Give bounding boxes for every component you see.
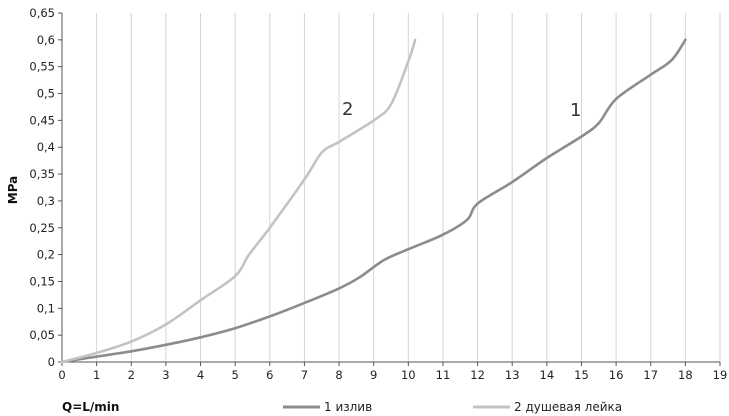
legend: 1 излив 2 душевая лейка bbox=[283, 400, 622, 414]
y-tick-label: 0,45 bbox=[29, 113, 55, 127]
x-tick-label: 4 bbox=[197, 368, 204, 382]
y-axis-label: MPa bbox=[6, 176, 20, 205]
x-tick-labels: 0 1 2 3 4 5 6 7 8 9 10 11 12 13 14 15 16 17 18 19 bbox=[58, 368, 727, 382]
series-group bbox=[60, 38, 687, 364]
y-tick-label: 0,6 bbox=[37, 33, 55, 47]
legend-label-series-2: 2 душевая лейка bbox=[514, 400, 622, 414]
y-tick-label: 0,65 bbox=[29, 6, 55, 20]
y-tick-label: 0,3 bbox=[37, 194, 55, 208]
y-tick-label: 0,2 bbox=[37, 248, 55, 262]
x-tick-label: 1 bbox=[93, 368, 100, 382]
x-tick-label: 8 bbox=[335, 368, 342, 382]
y-tick-label: 0,5 bbox=[37, 87, 55, 101]
x-tick-label: 13 bbox=[505, 368, 520, 382]
y-tick-label: 0,35 bbox=[29, 167, 55, 181]
x-tick-label: 10 bbox=[401, 368, 416, 382]
x-tick-label: 14 bbox=[540, 368, 555, 382]
x-axis-label: Q=L/min bbox=[62, 400, 119, 414]
y-tick-labels: 0 0,05 0,1 0,15 0,2 0,25 0,3 0,35 0,4 0,45 0,5 0,55… bbox=[29, 6, 55, 369]
legend-label-series-1: 1 излив bbox=[324, 400, 372, 414]
x-tick-label: 2 bbox=[128, 368, 135, 382]
x-tick-label: 5 bbox=[231, 368, 238, 382]
y-tick-label: 0,15 bbox=[29, 274, 55, 288]
y-tick-label: 0,4 bbox=[37, 140, 55, 154]
grid bbox=[96, 13, 721, 362]
y-tick-label: 0,05 bbox=[29, 328, 55, 342]
x-tick-label: 0 bbox=[58, 368, 65, 382]
series-line-2 bbox=[60, 38, 417, 364]
x-tick-label: 17 bbox=[643, 368, 658, 382]
x-tick-label: 18 bbox=[678, 368, 693, 382]
series-line-1 bbox=[60, 38, 687, 364]
curve-label-series-2: 2 bbox=[342, 99, 353, 120]
x-tick-label: 11 bbox=[436, 368, 451, 382]
y-tick-label: 0,1 bbox=[37, 301, 55, 315]
x-tick-label: 16 bbox=[609, 368, 624, 382]
y-tick-label: 0,25 bbox=[29, 221, 55, 235]
y-tick-label: 0,55 bbox=[29, 60, 55, 74]
x-tick-label: 19 bbox=[713, 368, 728, 382]
x-tick-label: 9 bbox=[370, 368, 377, 382]
x-tick-label: 3 bbox=[162, 368, 169, 382]
x-tick-label: 12 bbox=[470, 368, 485, 382]
x-tick-label: 6 bbox=[266, 368, 273, 382]
x-tick-label: 15 bbox=[574, 368, 589, 382]
x-tick-label: 7 bbox=[301, 368, 308, 382]
curve-label-series-1: 1 bbox=[570, 100, 581, 121]
axes bbox=[58, 12, 721, 366]
y-tick-label: 0 bbox=[48, 355, 55, 369]
